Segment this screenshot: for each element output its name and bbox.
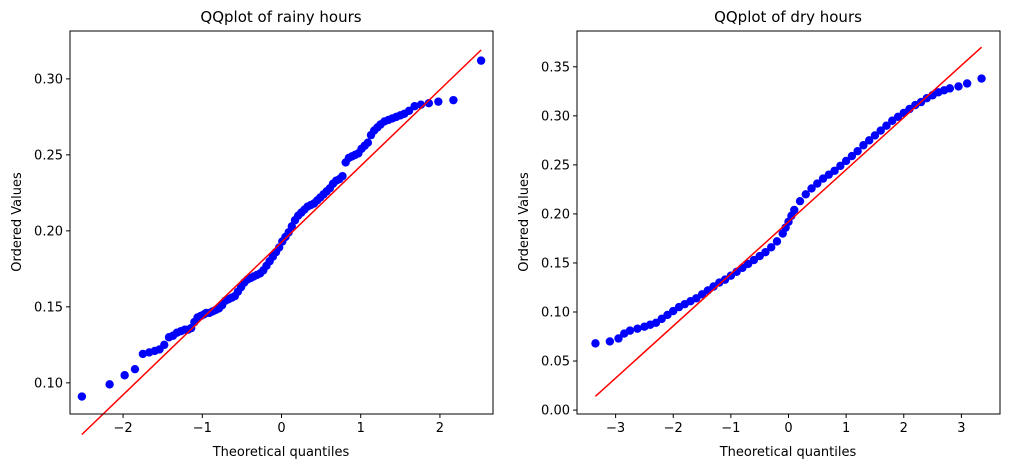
dry-data-point — [614, 334, 623, 343]
rainy-y-tick-label: 0.10 — [34, 376, 63, 391]
dry-chart-title: QQplot of dry hours — [714, 8, 862, 26]
rainy-y-tick-label: 0.15 — [34, 300, 63, 315]
rainy-data-point — [138, 349, 148, 359]
rainy-data-point — [410, 102, 419, 111]
dry-data-point — [962, 79, 972, 88]
rainy-data-point — [130, 364, 140, 374]
rainy-x-tick-label: 1 — [357, 421, 365, 436]
dry-data-point — [945, 84, 955, 93]
rainy-data-point — [105, 380, 114, 389]
dry-reference-line — [594, 46, 983, 397]
rainy-y-tick-label: 0.25 — [34, 148, 63, 163]
dry-data-point — [591, 339, 600, 348]
rainy-data-point — [338, 171, 347, 181]
dry-data-point — [836, 161, 845, 171]
dry-data-point — [859, 141, 868, 150]
rainy-x-tick-label: 0 — [277, 421, 285, 436]
rainy-reference-line — [81, 49, 482, 436]
dry-data-point — [830, 166, 839, 175]
rainy-y-axis-label: Ordered Values — [10, 172, 25, 272]
rainy-data-point — [160, 340, 169, 350]
dry-y-tick-label: 0.30 — [541, 109, 570, 124]
rainy-x-axis-label: Theoretical quantiles — [212, 445, 350, 460]
dry-y-tick-label: 0.05 — [541, 355, 570, 370]
rainy-data-point — [77, 392, 87, 401]
rainy-data-point — [363, 138, 373, 147]
dry-x-tick-label: 3 — [957, 421, 965, 436]
rainy-y-tick-label: 0.20 — [34, 224, 63, 239]
dry-x-tick-label: 1 — [842, 421, 850, 436]
dry-y-tick-label: 0.25 — [541, 158, 570, 173]
dry-data-point — [864, 136, 874, 145]
dry-x-axis-label: Theoretical quantiles — [719, 445, 857, 460]
dry-hours-panel: QQplot of dry hours −3 −2 −1 0 1 2 3 0.00 0.05 0.… — [517, 8, 1001, 460]
dry-data-point — [977, 74, 986, 83]
dry-x-tick-label: 2 — [900, 421, 908, 436]
dry-x-tick-label: 0 — [784, 421, 792, 436]
rainy-axes-frame — [69, 30, 494, 415]
rainy-y-tick-label: 0.30 — [34, 72, 63, 87]
rainy-data-point — [120, 371, 129, 380]
dry-y-tick-label: 0.20 — [541, 207, 570, 222]
rainy-x-tick-label: 2 — [436, 421, 444, 436]
dry-x-tick-label: −1 — [721, 421, 740, 436]
dry-axes-frame — [576, 30, 1001, 415]
dry-x-tick-label: −2 — [664, 421, 683, 436]
dry-data-point — [801, 190, 810, 199]
dry-data-point — [870, 131, 880, 140]
dry-data-point — [882, 121, 891, 130]
rainy-data-point — [449, 95, 458, 105]
dry-data-point — [954, 82, 963, 91]
dry-data-point — [772, 237, 782, 246]
dry-data-point — [605, 337, 615, 346]
dry-data-point — [853, 146, 862, 156]
dry-data-point — [847, 151, 857, 161]
rainy-plot-area: −2 −1 0 1 2 0.10 0.15 0.20 0.25 0.30 — [34, 49, 486, 436]
rainy-hours-panel: QQplot of rainy hours −2 −1 0 1 2 0.10 0.15 0.2… — [10, 8, 494, 460]
rainy-data-point — [434, 97, 443, 106]
rainy-chart-title: QQplot of rainy hours — [200, 8, 361, 26]
dry-y-tick-label: 0.15 — [541, 256, 570, 271]
dry-data-point — [841, 156, 851, 166]
dry-y-tick-label: 0.00 — [541, 404, 570, 419]
dry-data-point — [761, 247, 770, 257]
dry-y-tick-label: 0.35 — [541, 60, 570, 75]
dry-plot-area: −3 −2 −1 0 1 2 3 0.00 0.05 0.10 0.15 0.20 0.25 0.30 0.… — [541, 46, 986, 436]
rainy-x-tick-label: −1 — [193, 421, 212, 436]
dry-data-point — [790, 205, 799, 215]
rainy-data-point — [424, 98, 434, 108]
dry-data-point — [807, 184, 816, 193]
dry-data-point — [633, 324, 642, 333]
dry-y-tick-label: 0.10 — [541, 305, 570, 320]
rainy-x-tick-label: −2 — [113, 421, 132, 436]
dry-data-point — [813, 179, 822, 188]
dry-data-point — [767, 243, 776, 252]
rainy-data-point — [404, 106, 414, 115]
dry-data-point — [876, 126, 885, 135]
dry-data-point — [795, 196, 805, 206]
dry-y-axis-label: Ordered Values — [517, 172, 532, 272]
rainy-data-point — [476, 56, 486, 65]
dry-data-point — [625, 326, 635, 335]
dry-x-tick-label: −3 — [606, 421, 625, 436]
